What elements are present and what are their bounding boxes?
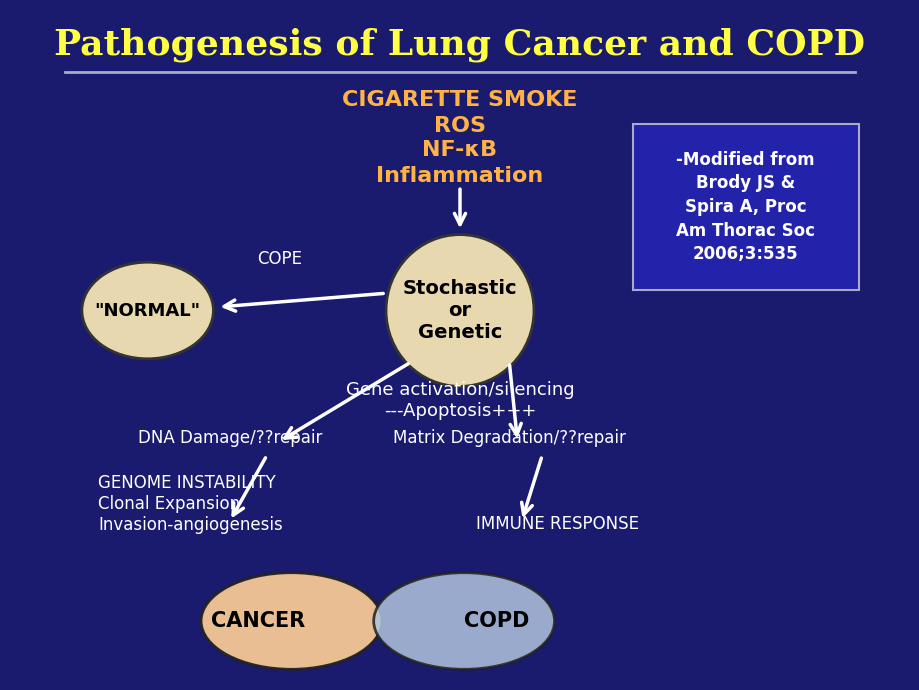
Text: -Modified from
Brody JS &
Spira A, Proc
Am Thorac Soc
2006;3:535: -Modified from Brody JS & Spira A, Proc … xyxy=(675,151,814,263)
Ellipse shape xyxy=(386,235,533,386)
Text: NF-κB: NF-κB xyxy=(422,141,497,160)
Text: Gene activation/silencing
---Apoptosis+++: Gene activation/silencing ---Apoptosis++… xyxy=(346,381,573,420)
Text: ROS: ROS xyxy=(434,116,485,135)
FancyBboxPatch shape xyxy=(632,124,857,290)
Text: CANCER: CANCER xyxy=(211,611,305,631)
Ellipse shape xyxy=(82,262,213,359)
Text: CIGARETTE SMOKE: CIGARETTE SMOKE xyxy=(342,90,577,110)
Text: Inflammation: Inflammation xyxy=(376,166,543,186)
Text: Matrix Degradation/??repair: Matrix Degradation/??repair xyxy=(392,429,625,447)
Text: DNA Damage/??repair: DNA Damage/??repair xyxy=(138,429,322,447)
Ellipse shape xyxy=(201,573,381,669)
Text: Stochastic
or
Genetic: Stochastic or Genetic xyxy=(403,279,516,342)
Ellipse shape xyxy=(373,573,554,669)
Text: IMMUNE RESPONSE: IMMUNE RESPONSE xyxy=(476,515,639,533)
Text: Pathogenesis of Lung Cancer and COPD: Pathogenesis of Lung Cancer and COPD xyxy=(54,28,865,62)
Text: GENOME INSTABILITY
Clonal Expansion
Invasion-angiogenesis: GENOME INSTABILITY Clonal Expansion Inva… xyxy=(98,474,283,533)
Text: "NORMAL": "NORMAL" xyxy=(95,302,200,319)
Text: COPE: COPE xyxy=(256,250,301,268)
Text: COPD: COPD xyxy=(464,611,529,631)
